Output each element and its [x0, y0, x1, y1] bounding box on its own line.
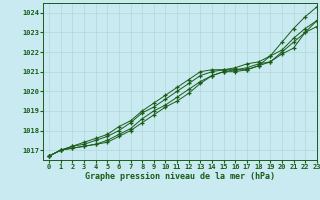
X-axis label: Graphe pression niveau de la mer (hPa): Graphe pression niveau de la mer (hPa): [85, 172, 275, 181]
